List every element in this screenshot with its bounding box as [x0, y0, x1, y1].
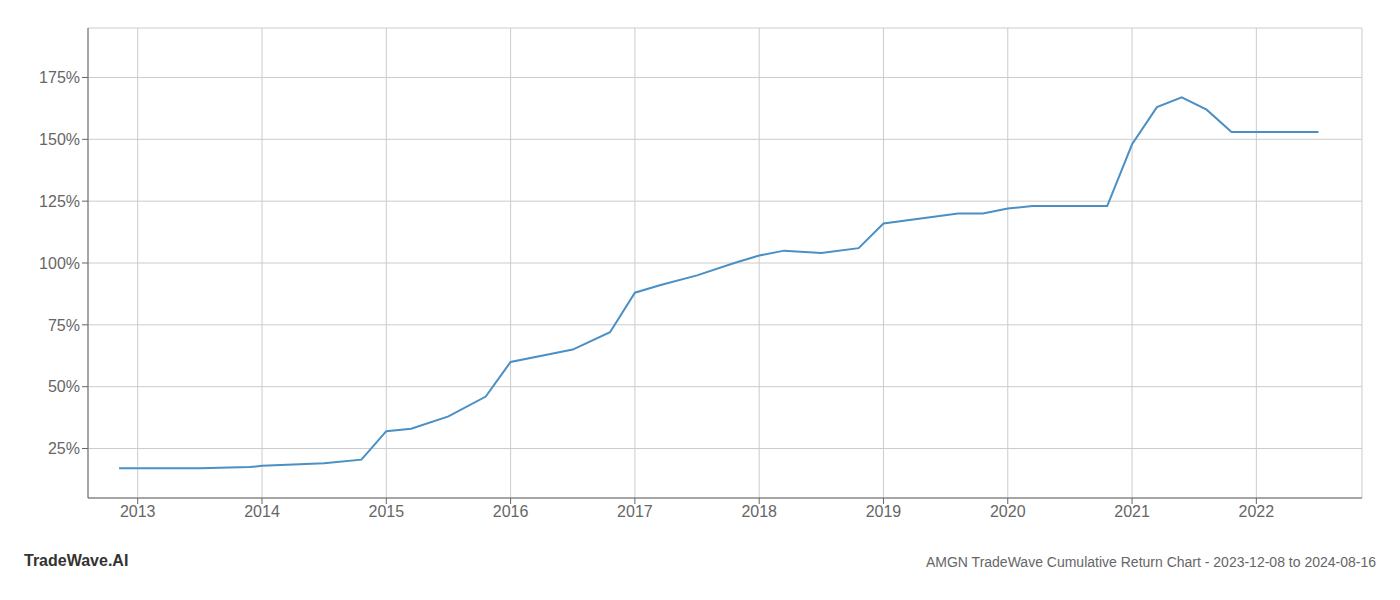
svg-text:50%: 50% [48, 378, 80, 395]
svg-text:2022: 2022 [1239, 503, 1275, 520]
svg-text:100%: 100% [39, 255, 80, 272]
svg-text:75%: 75% [48, 317, 80, 334]
svg-text:125%: 125% [39, 193, 80, 210]
html-text:TradeWave.AI: TradeWave.AI [24, 552, 129, 569]
svg-text:2017: 2017 [617, 503, 653, 520]
svg-text:175%: 175% [39, 69, 80, 86]
svg-text:2018: 2018 [741, 503, 777, 520]
svg-text:2021: 2021 [1114, 503, 1150, 520]
svg-text:2013: 2013 [120, 503, 156, 520]
svg-text:2015: 2015 [369, 503, 405, 520]
svg-text:2020: 2020 [990, 503, 1026, 520]
svg-text:25%: 25% [48, 440, 80, 457]
svg-text:2019: 2019 [866, 503, 902, 520]
svg-text:2016: 2016 [493, 503, 529, 520]
svg-text:2014: 2014 [244, 503, 280, 520]
svg-text:150%: 150% [39, 131, 80, 148]
html-text:AMGN TradeWave Cumulative Retu: AMGN TradeWave Cumulative Return Chart -… [926, 554, 1376, 570]
